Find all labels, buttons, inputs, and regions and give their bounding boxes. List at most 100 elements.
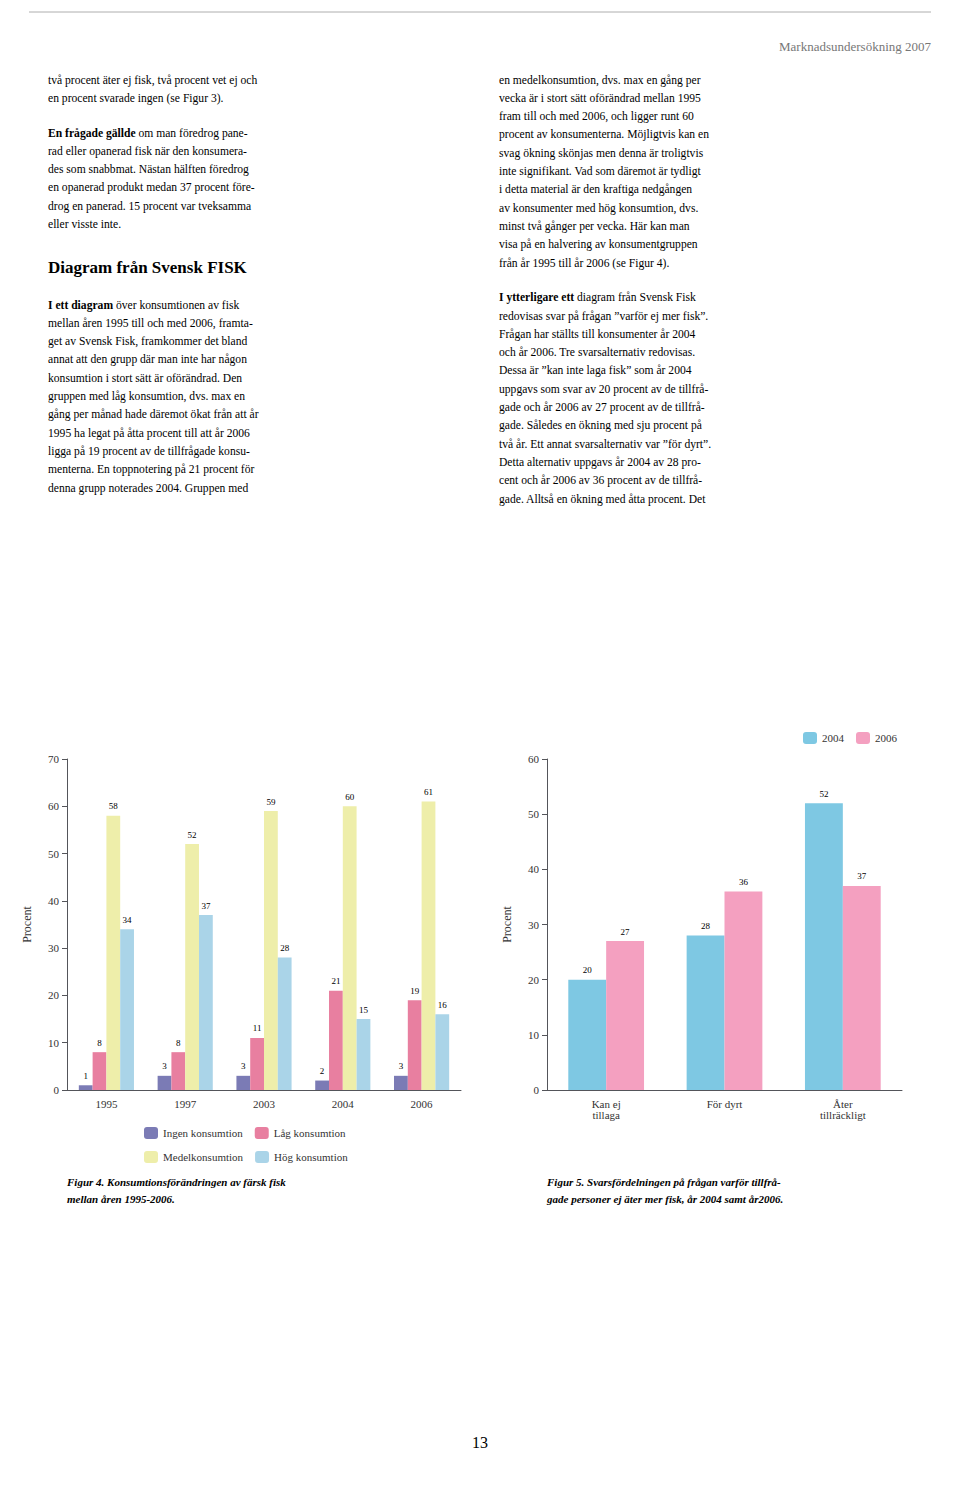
svg-text:Ingen konsumtion: Ingen konsumtion [163, 1127, 243, 1139]
svg-text:34: 34 [123, 915, 132, 925]
svg-text:I ett diagram: I ett diagram [48, 299, 113, 312]
svg-text:För dyrt: För dyrt [707, 1098, 743, 1110]
svg-text:11: 11 [253, 1023, 262, 1033]
svg-text:50: 50 [48, 848, 60, 860]
svg-text:0: 0 [54, 1084, 60, 1096]
svg-text:28: 28 [280, 943, 290, 953]
svg-text:Figur 4. Konsumtionsförändring: Figur 4. Konsumtionsförändringen av färs… [66, 1176, 286, 1188]
svg-text:Låg konsumtion: Låg konsumtion [274, 1127, 346, 1139]
svg-text:uppgavs som svar av 20 procent: uppgavs som svar av 20 procent av de til… [499, 383, 708, 396]
svg-text:59: 59 [266, 797, 276, 807]
svg-text:3: 3 [162, 1061, 167, 1071]
svg-text:menterna. En toppnotering på 2: menterna. En toppnotering på 21 procent … [48, 463, 255, 476]
svg-text:redovisas svar på frågan ”varf: redovisas svar på frågan ”varför ej mer … [499, 310, 708, 323]
svg-text:konsumtion i stort sätt är ofö: konsumtion i stort sätt är oförändrad. D… [48, 372, 242, 385]
svg-text:get av Svensk Fisk, framkommer: get av Svensk Fisk, framkommer det bland [48, 335, 248, 348]
svg-text:20: 20 [48, 989, 60, 1001]
svg-text:annat att den grupp där man in: annat att den grupp där man inte har någ… [48, 353, 247, 366]
svg-text:I ytterligare ett: I ytterligare ett [499, 291, 574, 304]
svg-text:60: 60 [48, 800, 60, 812]
svg-text:58: 58 [109, 801, 119, 811]
svg-text:en medelkonsumtion, dvs. max e: en medelkonsumtion, dvs. max en gång per [499, 74, 701, 87]
svg-text:Figur 5. Svarsfördelningen på: Figur 5. Svarsfördelningen på frågan var… [546, 1176, 781, 1188]
svg-text:Hög konsumtion: Hög konsumtion [274, 1151, 348, 1163]
svg-text:gade. Alltså en ökning med ått: gade. Alltså en ökning med åtta procent.… [499, 493, 706, 506]
svg-text:2004: 2004 [332, 1098, 355, 1110]
svg-text:1: 1 [83, 1071, 88, 1081]
svg-text:60: 60 [345, 792, 355, 802]
svg-text:Dessa är ”kan inte laga fisk”: Dessa är ”kan inte laga fisk” som år 200… [499, 364, 692, 377]
svg-text:1995: 1995 [95, 1098, 118, 1110]
svg-text:Detta alternativ uppgavs år 20: Detta alternativ uppgavs år 2004 av 28 p… [499, 456, 701, 469]
svg-text:ligga på 19 procent av de till: ligga på 19 procent av de tillfrågade ko… [48, 445, 250, 458]
svg-text:denna grupp noterades 2004. Gr: denna grupp noterades 2004. Gruppen med [48, 482, 248, 495]
svg-text:40: 40 [48, 895, 60, 907]
svg-text:från år 1995 till år 2006 (se: från år 1995 till år 2006 (se Figur 4). [499, 257, 669, 270]
svg-text:diagram från Svensk Fisk: diagram från Svensk Fisk [574, 291, 696, 304]
svg-text:3: 3 [399, 1061, 404, 1071]
svg-text:2: 2 [320, 1066, 325, 1076]
svg-text:37: 37 [201, 901, 211, 911]
svg-text:cent och år 2006 av 36 procent: cent och år 2006 av 36 procent av de til… [499, 474, 702, 487]
svg-text:om man föredrog pane-: om man föredrog pane- [136, 127, 248, 140]
svg-text:3: 3 [241, 1061, 246, 1071]
svg-text:i detta material är den krafti: i detta material är den kraftiga nedgång… [499, 183, 692, 196]
svg-text:2003: 2003 [253, 1098, 276, 1110]
svg-text:1997: 1997 [174, 1098, 197, 1110]
svg-text:eller visste inte.: eller visste inte. [48, 218, 121, 231]
svg-text:10: 10 [528, 1029, 540, 1041]
svg-text:vecka är i stort sätt oförändr: vecka är i stort sätt oförändrad mellan … [499, 92, 701, 105]
svg-text:fram till och med 2006, och li: fram till och med 2006, och ligger runt … [499, 110, 694, 123]
svg-text:Frågan har ställts till konsum: Frågan har ställts till konsumenter år 2… [499, 328, 696, 341]
svg-text:gång per månad hade däremot ök: gång per månad hade däremot ökat från at… [48, 408, 259, 421]
svg-text:procent av konsumenterna. Möjl: procent av konsumenterna. Möjligtvis kan… [499, 128, 709, 141]
svg-text:0: 0 [534, 1084, 540, 1096]
svg-text:20: 20 [583, 965, 593, 975]
svg-text:16: 16 [438, 1000, 448, 1010]
svg-text:20: 20 [528, 974, 540, 986]
svg-text:två år. Ett annat svarsalterna: två år. Ett annat svarsalternativ var ”f… [499, 438, 711, 451]
svg-text:8: 8 [176, 1038, 181, 1048]
svg-text:2006: 2006 [875, 732, 898, 744]
svg-text:8: 8 [97, 1038, 102, 1048]
svg-text:30: 30 [48, 942, 60, 954]
svg-text:av konsumenter med hög konsumt: av konsumenter med hög konsumtion, dvs. [499, 202, 698, 215]
svg-text:Procent: Procent [500, 906, 514, 943]
svg-text:minst två gånger per vecka. Hä: minst två gånger per vecka. Här kan man [499, 220, 690, 233]
svg-text:drog en panerad. 15 procent va: drog en panerad. 15 procent var tveksamm… [48, 200, 251, 213]
svg-text:70: 70 [48, 753, 60, 765]
svg-text:En frågade gällde: En frågade gällde [48, 127, 136, 140]
svg-text:tillräckligt: tillräckligt [820, 1109, 866, 1121]
svg-text:gade. Således en ökning med sj: gade. Således en ökning med sju procent … [499, 419, 702, 432]
svg-text:52: 52 [819, 789, 828, 799]
svg-text:30: 30 [528, 919, 540, 931]
svg-text:och år 2006. Tre svarsalternat: och år 2006. Tre svarsalternativ redovis… [499, 346, 695, 359]
svg-text:över konsumtionen av fisk: över konsumtionen av fisk [113, 299, 239, 312]
svg-text:en opanerad produkt medan 37 p: en opanerad produkt medan 37 procent för… [48, 181, 255, 194]
svg-text:2004: 2004 [822, 732, 845, 744]
svg-text:Marknadsundersökning 2007: Marknadsundersökning 2007 [779, 39, 932, 54]
svg-text:gade och år 2006 av 27 procent: gade och år 2006 av 27 procent av de til… [499, 401, 705, 414]
svg-text:19: 19 [410, 986, 420, 996]
svg-text:28: 28 [701, 921, 711, 931]
svg-text:40: 40 [528, 863, 540, 875]
svg-text:rad eller opanerad fisk när de: rad eller opanerad fisk när den konsumer… [48, 145, 247, 158]
svg-text:61: 61 [424, 787, 433, 797]
svg-text:mellan åren 1995-2006.: mellan åren 1995-2006. [67, 1193, 175, 1205]
svg-text:mellan åren 1995 till och med: mellan åren 1995 till och med 2006, fram… [48, 317, 253, 330]
svg-text:50: 50 [528, 808, 540, 820]
svg-text:10: 10 [48, 1037, 60, 1049]
svg-text:gade personer ej äter mer fisk: gade personer ej äter mer fisk, år 2004 … [546, 1193, 783, 1205]
svg-text:visa på en halvering av konsum: visa på en halvering av konsumentgruppen [499, 238, 698, 251]
svg-text:gruppen med låg konsumtion, dv: gruppen med låg konsumtion, dvs. max en [48, 390, 245, 403]
svg-text:svag ökning skönjas men denna: svag ökning skönjas men denna är troligt… [499, 147, 704, 160]
svg-text:inte signifikant. Vad som däre: inte signifikant. Vad som däremot är tyd… [499, 165, 701, 178]
svg-text:15: 15 [359, 1005, 369, 1015]
svg-text:21: 21 [331, 976, 340, 986]
svg-text:27: 27 [621, 927, 631, 937]
svg-text:52: 52 [188, 830, 197, 840]
svg-text:två procent äter ej fisk, två: två procent äter ej fisk, två procent ve… [48, 74, 257, 87]
svg-text:tillaga: tillaga [592, 1109, 620, 1121]
svg-text:en procent svarade ingen (se F: en procent svarade ingen (se Figur 3). [48, 92, 224, 105]
svg-text:2006: 2006 [411, 1098, 434, 1110]
